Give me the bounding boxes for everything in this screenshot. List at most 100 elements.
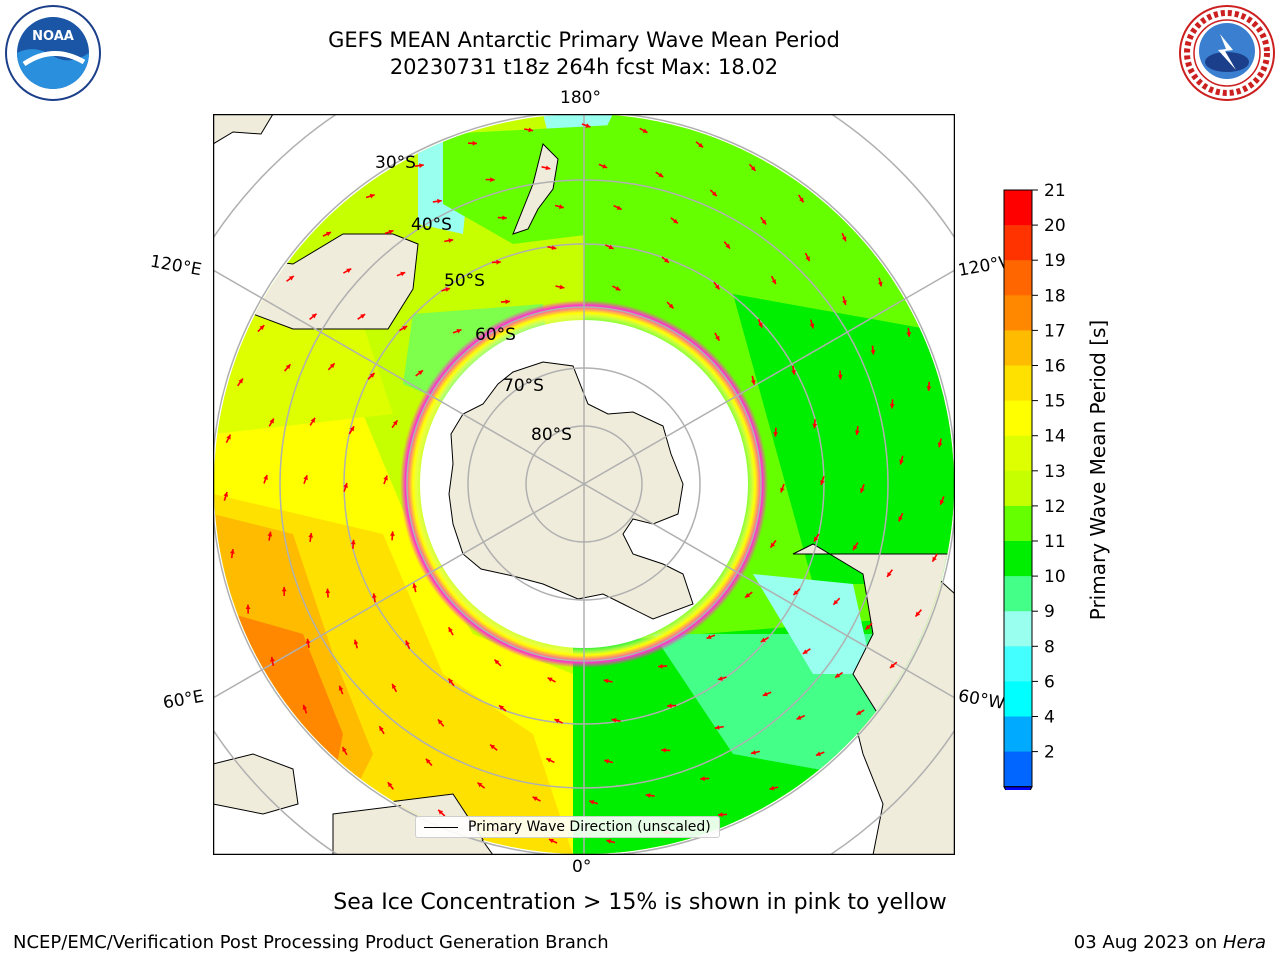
- wave-arrow-head: [343, 483, 348, 488]
- wave-arrow-head: [602, 163, 608, 169]
- wave-arrow-head: [329, 363, 335, 369]
- wave-arrow-head: [842, 300, 847, 306]
- wave-arrow-head: [841, 236, 847, 242]
- wave-arrow-head: [915, 611, 921, 617]
- wave-arrow-head: [856, 710, 862, 715]
- colorbar-cell: [1004, 225, 1032, 261]
- wave-arrow-head: [308, 532, 314, 538]
- colorbar-tick-label: 4: [1044, 708, 1055, 728]
- wave-arrow-head: [700, 776, 705, 782]
- wave-arrow-head: [585, 123, 591, 128]
- wave-arrow-head: [402, 326, 408, 331]
- wave-arrow-head: [494, 659, 500, 665]
- wave-arrow-head: [645, 793, 651, 798]
- colorbar-cell: [1004, 365, 1032, 402]
- wave-arrow-head: [870, 350, 876, 355]
- footer-host: Hera: [1222, 932, 1266, 953]
- wave-arrow-head: [889, 403, 895, 409]
- wave-arrow-head: [472, 140, 478, 146]
- wave-arrow-head: [350, 539, 356, 545]
- wave-arrow-head: [791, 369, 796, 375]
- wave-arrow-head: [419, 163, 424, 168]
- wave-arrow-head: [762, 691, 768, 697]
- wave-arrow-head: [303, 475, 308, 481]
- wave-arrow-head: [664, 258, 669, 263]
- colorbar-cells: [1003, 189, 1033, 790]
- wave-arrow-head: [898, 516, 903, 522]
- wave-arrow-head: [305, 638, 311, 644]
- colorbar-tick-label: 6: [1044, 672, 1055, 692]
- wave-arrow-head: [388, 229, 394, 235]
- wave-arrow-head: [547, 677, 553, 682]
- wave-arrow-head: [939, 499, 945, 505]
- wave-arrow-head: [496, 259, 501, 265]
- wave-arrow-head: [773, 432, 778, 437]
- wave-arrow-head: [456, 328, 462, 334]
- wave-arrow-head: [349, 426, 355, 432]
- wave-arrow-head: [372, 593, 377, 599]
- wave-arrow-head: [548, 838, 554, 844]
- wave-arrow-head: [546, 758, 552, 763]
- wave-arrow-head: [865, 624, 871, 630]
- wave-arrow-head: [812, 423, 818, 429]
- wave-arrow-head: [310, 417, 315, 423]
- wave-arrow-head: [490, 177, 495, 183]
- wave-arrow-head: [667, 703, 672, 709]
- wave-arrow-head: [226, 434, 231, 440]
- sea-ice-note: Sea Ice Concentration > 15% is shown in …: [333, 890, 947, 915]
- wave-arrow-head: [887, 572, 892, 577]
- wave-direction-arrows: [223, 123, 945, 844]
- wave-arrow-head: [805, 256, 810, 262]
- wave-arrow-head: [658, 663, 663, 669]
- wave-arrow-head: [854, 430, 860, 436]
- wave-arrow-head: [269, 418, 274, 424]
- wave-arrow-head: [238, 378, 243, 384]
- wave-arrow-head: [760, 637, 766, 642]
- wave-arrow-head: [877, 281, 883, 287]
- wave-arrow-head: [611, 717, 617, 723]
- wave-arrow-head: [346, 268, 352, 273]
- wave-arrow-head: [412, 583, 418, 589]
- wave-arrow-head: [770, 542, 776, 548]
- antarctica: [448, 361, 694, 620]
- colorbar-tick-label: 21: [1044, 181, 1066, 201]
- wave-arrow-head: [342, 746, 347, 752]
- colorbar-tick-label: 16: [1044, 357, 1066, 377]
- wave-arrow-head: [769, 785, 775, 791]
- svg-text:NOAA: NOAA: [32, 29, 74, 44]
- wave-arrow-head: [889, 663, 895, 669]
- colorbar-tick-label: 10: [1044, 567, 1066, 587]
- wave-arrow-head: [761, 219, 767, 225]
- colorbar-tick-label: 11: [1044, 532, 1066, 552]
- wave-arrow-head: [616, 205, 622, 210]
- wave-arrow-head: [425, 758, 431, 764]
- lat-label-60s: 60°S: [475, 325, 516, 345]
- noaa-logo-icon: NOAA: [4, 4, 102, 102]
- colorbar-cell: [1004, 716, 1032, 753]
- wave-arrow-head: [437, 198, 442, 204]
- colorbar-cell: [1004, 576, 1032, 612]
- colorbar-frame: [1003, 189, 1033, 788]
- wave-arrow-head: [477, 782, 483, 788]
- wave-arrow-head: [392, 683, 397, 689]
- wave-arrow-head: [668, 303, 674, 309]
- wave-arrow-head: [725, 243, 731, 249]
- wave-arrow-head: [392, 420, 398, 426]
- wave-arrow-head: [448, 678, 454, 684]
- chart-title: GEFS MEAN Antarctic Primary Wave Mean Pe…: [328, 28, 840, 52]
- colorbar-tick-label: 12: [1044, 497, 1066, 517]
- wave-arrow-head: [311, 313, 317, 319]
- wave-arrow-head: [799, 197, 804, 203]
- colorbar-tick-label: 13: [1044, 462, 1066, 482]
- polar-map: 30°S 40°S 50°S 60°S 70°S 80°S Primary Wa…: [213, 114, 955, 855]
- wave-arrow-head: [502, 215, 507, 221]
- wave-arrow-head: [802, 649, 808, 654]
- colorbar-cell: [1004, 330, 1032, 366]
- wave-arrow-head: [559, 284, 565, 290]
- nws-logo-icon: [1178, 4, 1276, 102]
- colorbar-cell: [1004, 470, 1032, 507]
- wave-arrow-head: [758, 322, 763, 328]
- wave-arrow-head: [259, 325, 265, 331]
- lon-label-60e: 60°E: [161, 686, 206, 714]
- wave-arrow-head: [813, 536, 819, 542]
